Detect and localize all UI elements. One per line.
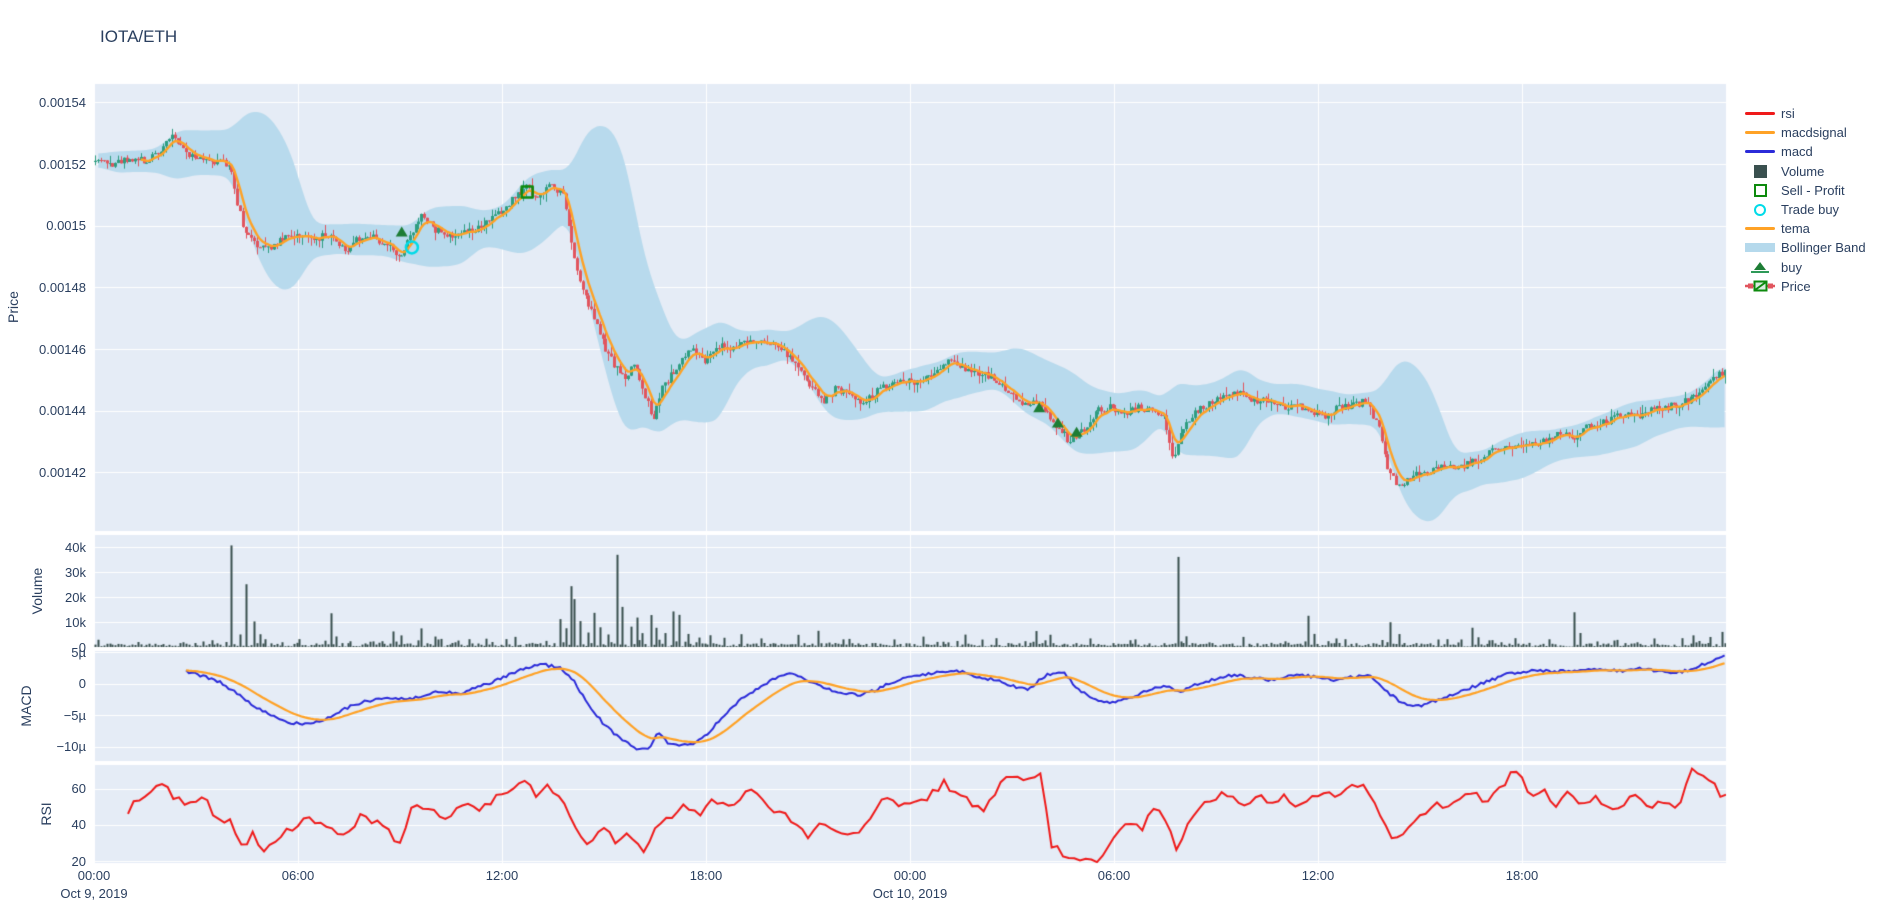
candlestick-symbol-icon	[1744, 279, 1776, 293]
legend-item-rsi[interactable]: rsi	[1744, 104, 1866, 123]
legend-item-macdsignal[interactable]: macdsignal	[1744, 123, 1866, 142]
macd-axis-tick: 5µ	[71, 644, 86, 660]
legend-label: Price	[1781, 278, 1811, 294]
line-symbol-icon	[1744, 227, 1776, 231]
x-axis-tick: 12:00	[485, 868, 519, 883]
legend-label: macdsignal	[1781, 125, 1847, 141]
x-axis-tick: 06:00	[281, 868, 315, 883]
legend-item-macd[interactable]: macd	[1744, 142, 1866, 161]
legend-label: Sell - Profit	[1781, 182, 1845, 198]
legend-label: Volume	[1781, 163, 1825, 179]
legend-item-bollinger-band[interactable]: Bollinger Band	[1744, 238, 1866, 257]
legend-label: rsi	[1781, 106, 1795, 122]
legend-label: macd	[1781, 144, 1813, 160]
volume-axis-tick: 0	[78, 639, 86, 655]
x-axis-tick: 12:00	[1301, 868, 1335, 883]
price-axis-tick: 0.00146	[39, 341, 86, 357]
rsi-axis-tick: 60	[71, 781, 86, 797]
line-symbol-icon	[1744, 131, 1776, 135]
price-axis-tick: 0.00148	[39, 279, 86, 295]
macd-axis-tick: −10µ	[56, 739, 86, 755]
legend-label: buy	[1781, 259, 1802, 275]
legend-item-buy[interactable]: buy	[1744, 258, 1866, 277]
triangle-symbol-icon	[1744, 259, 1776, 275]
open-circle-symbol-icon	[1744, 203, 1776, 216]
legend-label: Trade buy	[1781, 202, 1840, 218]
rsi-axis-tick: 40	[71, 817, 86, 833]
rsi-axis-tick: 20	[71, 853, 86, 869]
line-symbol-icon	[1744, 150, 1776, 154]
price-axis-tick: 0.00144	[39, 403, 86, 419]
price-axis-tick: 0.00152	[39, 156, 86, 172]
volume-axis-tick: 10k	[65, 614, 86, 630]
volume-axis-tick: 40k	[65, 539, 86, 555]
x-axis-tick: 00:00	[77, 868, 111, 883]
price-axis-tick: 0.0015	[46, 218, 86, 234]
macd-axis-tick: 0	[78, 676, 86, 692]
legend-label: tema	[1781, 221, 1810, 237]
x-axis-date-label: Oct 10, 2019	[872, 886, 948, 901]
volume-axis-tick: 30k	[65, 564, 86, 580]
line-symbol-icon	[1744, 112, 1776, 116]
chart-title: IOTA/ETH	[100, 27, 178, 46]
legend-item-price[interactable]: Price	[1744, 277, 1866, 296]
x-axis-tick: 06:00	[1097, 868, 1131, 883]
x-axis-tick: 18:00	[1505, 868, 1539, 883]
x-axis-date-label: Oct 9, 2019	[60, 886, 128, 901]
price-axis-tick: 0.00142	[39, 464, 86, 480]
volume-axis-tick: 20k	[65, 589, 86, 605]
open-square-symbol-icon	[1744, 183, 1776, 197]
legend-item-trade-buy[interactable]: Trade buy	[1744, 200, 1866, 219]
band-symbol-icon	[1744, 243, 1776, 253]
legend-item-volume[interactable]: Volume	[1744, 162, 1866, 181]
x-axis-tick: 00:00	[893, 868, 927, 883]
legend: rsi macdsignal macd Volume Sell - Profit Trad…	[1744, 104, 1866, 296]
x-axis-tick: 18:00	[689, 868, 723, 883]
legend-item-sell-profit[interactable]: Sell - Profit	[1744, 181, 1866, 200]
legend-label: Bollinger Band	[1781, 240, 1866, 256]
price-axis-title: Price	[5, 291, 21, 323]
price-axis-tick: 0.00154	[39, 94, 86, 110]
square-symbol-icon	[1744, 164, 1776, 178]
legend-item-tema[interactable]: tema	[1744, 219, 1866, 238]
macd-axis-tick: −5µ	[63, 707, 86, 723]
